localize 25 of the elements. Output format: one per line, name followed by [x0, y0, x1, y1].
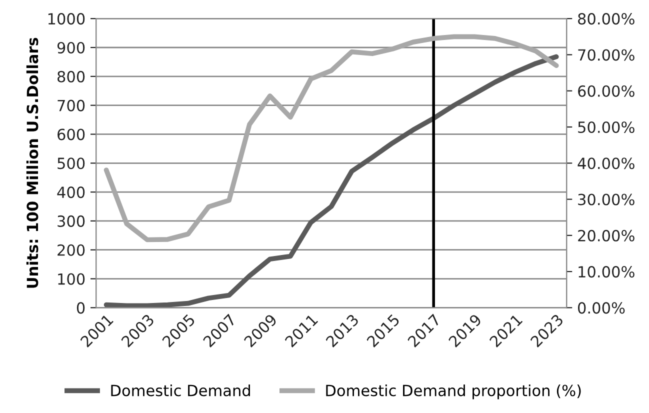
- y-tick-label: 600: [58, 128, 85, 140]
- y-tick-label: 900: [57, 42, 85, 54]
- y2-tick-label: 10.00%: [578, 266, 634, 278]
- y2-tick-label: 20.00%: [578, 230, 634, 242]
- y2-tick-label: 80.00%: [578, 13, 634, 25]
- y-tick-label: 400: [57, 186, 85, 198]
- y2-tick-label: 0.00%: [578, 302, 625, 314]
- y-tick-label: 800: [58, 70, 85, 82]
- line-series: [104, 54, 559, 308]
- y2-tick-label: 40.00%: [578, 158, 634, 170]
- y-tick-label: 100: [58, 273, 85, 285]
- y-tick-label: 0: [76, 302, 85, 314]
- legend-label: Domestic Demand: [111, 384, 250, 396]
- legend-label: Domestic Demand proportion (%): [326, 384, 581, 400]
- y2-tick-label: 60.00%: [578, 85, 634, 97]
- y-tick-label: 300: [58, 215, 85, 227]
- line-series: [104, 34, 559, 242]
- y2-tick-label: 50.00%: [578, 121, 634, 134]
- y-tick-label: 500: [58, 158, 85, 170]
- y-tick-label: 700: [58, 100, 85, 112]
- y-axis-title: Units: 100 Million U.S.Dollars: [26, 38, 38, 288]
- y2-tick-label: 30.00%: [578, 194, 634, 206]
- y2-tick-label: 70.00%: [578, 49, 634, 61]
- y-tick-label: 1000: [48, 13, 85, 25]
- y-tick-label: 200: [58, 244, 85, 256]
